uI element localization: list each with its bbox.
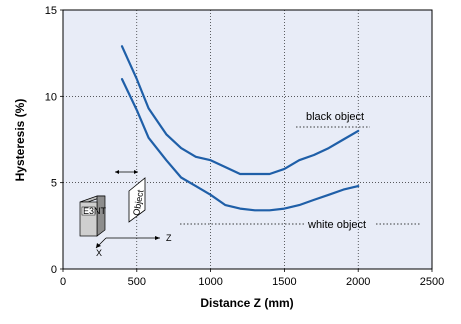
annotation-white-object: white object [307,219,366,231]
inset-movement-arrowhead-left [115,170,119,174]
y-tick-labels: 0 5 10 15 [45,5,63,276]
inset-x-label: X [96,248,102,258]
y-tick-label-5: 5 [51,178,57,190]
y-tick-label-15: 15 [45,5,57,17]
inset-sensor-label: E3NT [83,206,107,216]
inset-z-label: Z [166,233,172,243]
inset-sensor-side [96,195,106,237]
inset-object-plate [128,177,146,223]
y-tick-label-0: 0 [51,264,57,276]
series-line-white-object [120,78,360,212]
plot-area [62,9,433,270]
x-tick-label-1000: 1000 [198,276,222,288]
x-tick-label-0: 0 [60,276,66,288]
annotation-black-object: black object [306,111,364,123]
inset-z-arrowhead [155,236,160,240]
grid-lines [63,10,432,269]
x-tick-label-2500: 2500 [420,276,444,288]
inset-movement-arrowhead-right [134,170,138,174]
x-axis-title: Distance Z (mm) [200,296,293,310]
x-tick-label-500: 500 [128,276,146,288]
y-axis-title: Hysteresis (%) [13,99,27,182]
inset-x-arrowhead [96,243,101,248]
inset-object-label: Object [131,189,145,217]
inset-sketch: E3NT Object Z X [79,170,172,258]
x-tick-label-2000: 2000 [346,276,370,288]
x-tick-label-1500: 1500 [272,276,296,288]
y-tick-label-10: 10 [45,91,57,103]
series-line-black-object [120,45,360,176]
inset-sensor-label-box [81,206,96,216]
x-tick-labels: 0 500 1000 1500 2000 2500 [60,269,444,288]
series-lines [120,45,360,212]
